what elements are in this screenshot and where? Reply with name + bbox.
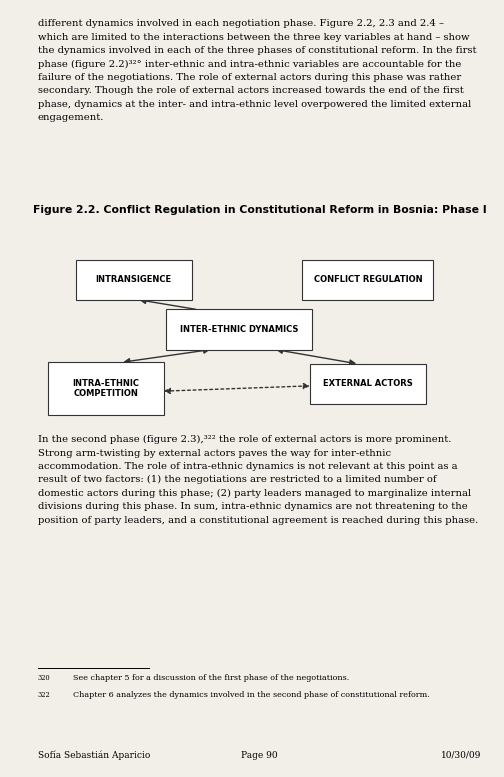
FancyBboxPatch shape [48,362,164,415]
FancyBboxPatch shape [302,260,433,300]
Text: Figure 2.2. Conflict Regulation in Constitutional Reform in Bosnia: Phase I: Figure 2.2. Conflict Regulation in Const… [33,205,486,214]
Text: Page 90: Page 90 [241,751,278,760]
Text: INTER-ETHNIC DYNAMICS: INTER-ETHNIC DYNAMICS [180,325,298,334]
Text: 320: 320 [38,674,50,681]
Text: CONFLICT REGULATION: CONFLICT REGULATION [313,275,422,284]
FancyArrowPatch shape [125,348,209,364]
FancyBboxPatch shape [76,260,192,300]
Text: Chapter 6 analyzes the dynamics involved in the second phase of constitutional r: Chapter 6 analyzes the dynamics involved… [73,691,430,699]
Text: See chapter 5 for a discussion of the first phase of the negotiations.: See chapter 5 for a discussion of the fi… [73,674,349,681]
FancyArrowPatch shape [141,298,196,309]
Text: different dynamics involved in each negotiation phase. Figure 2.2, 2.3 and 2.4 –: different dynamics involved in each nego… [38,19,476,122]
Text: In the second phase (figure 2.3),³²² the role of external actors is more promine: In the second phase (figure 2.3),³²² the… [38,435,478,524]
Text: INTRANSIGENCE: INTRANSIGENCE [95,275,172,284]
Text: EXTERNAL ACTORS: EXTERNAL ACTORS [323,379,413,388]
Text: INTRA-ETHNIC
COMPETITION: INTRA-ETHNIC COMPETITION [73,379,139,398]
Text: 10/30/09: 10/30/09 [441,751,481,760]
Text: Sofía Sebastián Aparicio: Sofía Sebastián Aparicio [38,751,150,760]
FancyBboxPatch shape [310,364,426,404]
FancyArrowPatch shape [278,348,355,365]
FancyArrowPatch shape [165,384,308,393]
FancyBboxPatch shape [166,309,312,350]
Text: 322: 322 [38,691,50,699]
